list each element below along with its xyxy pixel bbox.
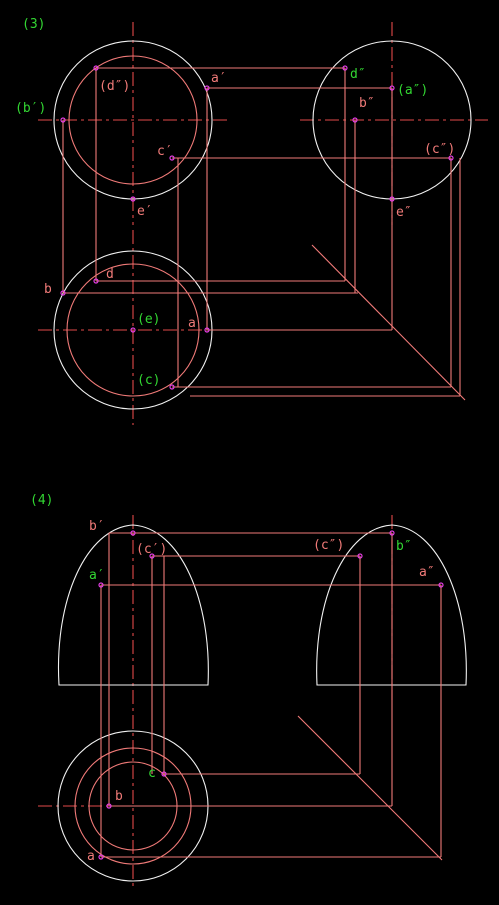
label-a-4: a: [87, 849, 95, 864]
label-c-prime-hidden-4: (c′): [136, 542, 167, 557]
top-view-section-circle: [66, 263, 200, 397]
front-view-bullet-outline: [57, 524, 209, 686]
label-b-dprime-4: b″: [396, 539, 412, 554]
label-b-4: b: [115, 789, 123, 804]
label-a-prime-4: a′: [89, 568, 105, 583]
label-e-dprime: e″: [396, 205, 412, 220]
label-a-dprime-4: a″: [419, 565, 435, 580]
label-b-prime-hidden: (b′): [15, 101, 46, 116]
figure-3: (3): [15, 17, 488, 425]
figure-3-points: [60, 65, 454, 390]
projection-lines: [62, 67, 461, 397]
label-e-hidden: (e): [137, 312, 160, 327]
projection-lines-4: [100, 532, 442, 858]
label-b-prime-4: b′: [89, 519, 105, 534]
label-a-dprime-hidden: (a″): [397, 83, 428, 98]
label-c-hidden: (c): [137, 373, 160, 388]
front-view-sphere-outline: [53, 40, 213, 200]
label-a-prime: a′: [211, 71, 227, 86]
label-d-dprime-hidden-front: (d″): [99, 79, 130, 94]
label-c-dprime-hidden-4: (c″): [313, 538, 344, 553]
side-view-bullet-outline: [316, 524, 467, 686]
figure-4-number: (4): [30, 493, 53, 508]
miter-line: [311, 244, 466, 401]
label-c-dprime-hidden: (c″): [424, 142, 455, 157]
label-b: b: [44, 282, 52, 297]
label-a: a: [188, 316, 196, 331]
label-d-dprime: d″: [350, 67, 366, 82]
miter-line-4: [297, 715, 443, 861]
label-c-prime: c′: [157, 144, 173, 159]
front-view-section-circle: [68, 55, 198, 185]
label-c-4: c: [148, 766, 156, 781]
label-e-prime: e′: [137, 204, 153, 219]
figure-4: (4): [30, 493, 467, 890]
label-d: d: [106, 267, 114, 282]
figure-4-points: [98, 530, 444, 860]
label-b-dprime: b″: [359, 96, 375, 111]
figure-3-number: (3): [22, 17, 45, 32]
